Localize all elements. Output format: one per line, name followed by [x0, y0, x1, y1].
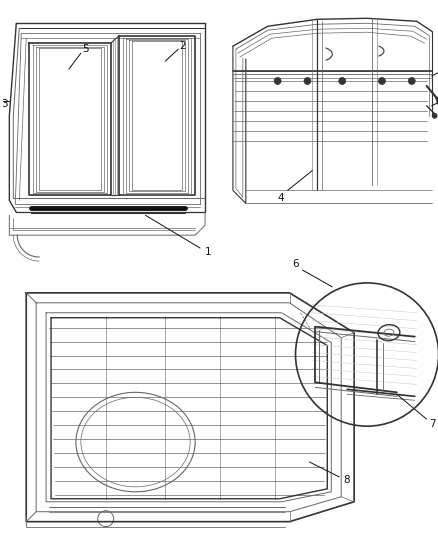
Circle shape: [303, 77, 310, 84]
Circle shape: [273, 77, 280, 84]
Text: 5: 5: [82, 44, 89, 54]
Text: 3: 3: [1, 99, 8, 109]
Circle shape: [378, 77, 385, 84]
Text: 6: 6: [292, 259, 298, 269]
Circle shape: [338, 77, 345, 84]
Circle shape: [407, 77, 414, 84]
Text: 8: 8: [342, 475, 349, 485]
Circle shape: [431, 114, 436, 118]
Text: 1: 1: [204, 247, 211, 257]
Text: 4: 4: [277, 193, 283, 204]
Text: 7: 7: [428, 419, 435, 429]
Text: 2: 2: [179, 41, 185, 51]
